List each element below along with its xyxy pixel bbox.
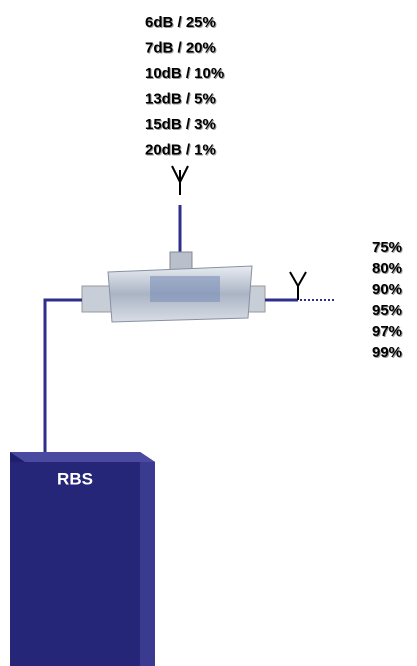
- coupler-output-label: 13dB / 5%: [145, 90, 216, 107]
- coupler-output-label: 20dB / 1%: [145, 141, 216, 158]
- through-output-label: 99%: [372, 344, 402, 361]
- coupler-device: [81, 251, 266, 323]
- antenna-right: [289, 271, 307, 300]
- through-output-list: 75% 80% 90% 95% 97% 99%: [372, 239, 402, 361]
- through-output-label: 90%: [372, 281, 402, 298]
- base-station: RBS: [10, 452, 155, 666]
- through-output-label: 80%: [372, 260, 402, 277]
- antenna-top: [171, 165, 189, 195]
- through-output-label: 75%: [372, 239, 402, 256]
- coupler-output-label: 10dB / 10%: [145, 65, 224, 82]
- cable: [43, 298, 82, 452]
- through-output-label: 95%: [372, 302, 402, 319]
- coupler-output-list: 6dB / 25% 7dB / 20% 10dB / 10% 13dB / 5% 15d…: [145, 14, 224, 159]
- coupler-output-label: 15dB / 3%: [145, 116, 216, 133]
- coupler-output-label: 7dB / 20%: [145, 39, 216, 56]
- base-station-label: RBS: [57, 469, 93, 488]
- through-output-label: 97%: [372, 323, 402, 340]
- coupler-output-label: 6dB / 25%: [145, 14, 216, 31]
